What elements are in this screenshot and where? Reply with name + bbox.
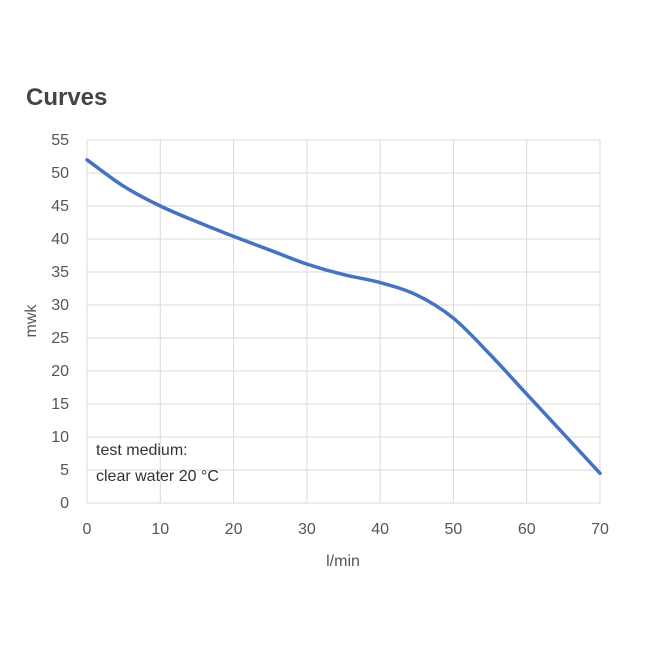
y-tick-label-25: 25	[51, 330, 69, 347]
annotation-line-1: test medium:	[96, 442, 188, 459]
y-tick-label-30: 30	[51, 297, 69, 314]
x-tick-label-40: 40	[371, 521, 389, 538]
y-tick-label-40: 40	[51, 231, 69, 248]
series-layer	[85, 158, 602, 476]
x-tick-label-0: 0	[83, 521, 92, 538]
x-tick-label-10: 10	[151, 521, 169, 538]
x-tick-label-60: 60	[518, 521, 536, 538]
x-tick-label-70: 70	[591, 521, 609, 538]
y-axis-label: mwk	[23, 304, 40, 338]
series-line-0	[85, 158, 602, 476]
x-tick-label-30: 30	[298, 521, 316, 538]
grid	[86, 139, 601, 504]
y-tick-label-15: 15	[51, 396, 69, 413]
x-tick-label-20: 20	[225, 521, 243, 538]
y-tick-label-5: 5	[60, 462, 69, 479]
chart-title: Curves	[26, 84, 108, 111]
y-tick-label-0: 0	[60, 495, 69, 512]
y-tick-label-45: 45	[51, 198, 69, 215]
x-tick-label-50: 50	[445, 521, 463, 538]
annotation-line-2: clear water 20 °C	[96, 468, 219, 485]
y-tick-label-20: 20	[51, 363, 69, 380]
y-tick-label-50: 50	[51, 165, 69, 182]
y-axis-ticks: 0 5 10 15 20 25 30 35 40 45 50 55	[51, 132, 69, 512]
x-axis-ticks: 0 10 20 30 40 50 60 70	[83, 521, 609, 538]
y-tick-label-10: 10	[51, 429, 69, 446]
y-tick-label-55: 55	[51, 132, 69, 149]
x-axis-label: l/min	[326, 553, 360, 570]
y-tick-label-35: 35	[51, 264, 69, 281]
